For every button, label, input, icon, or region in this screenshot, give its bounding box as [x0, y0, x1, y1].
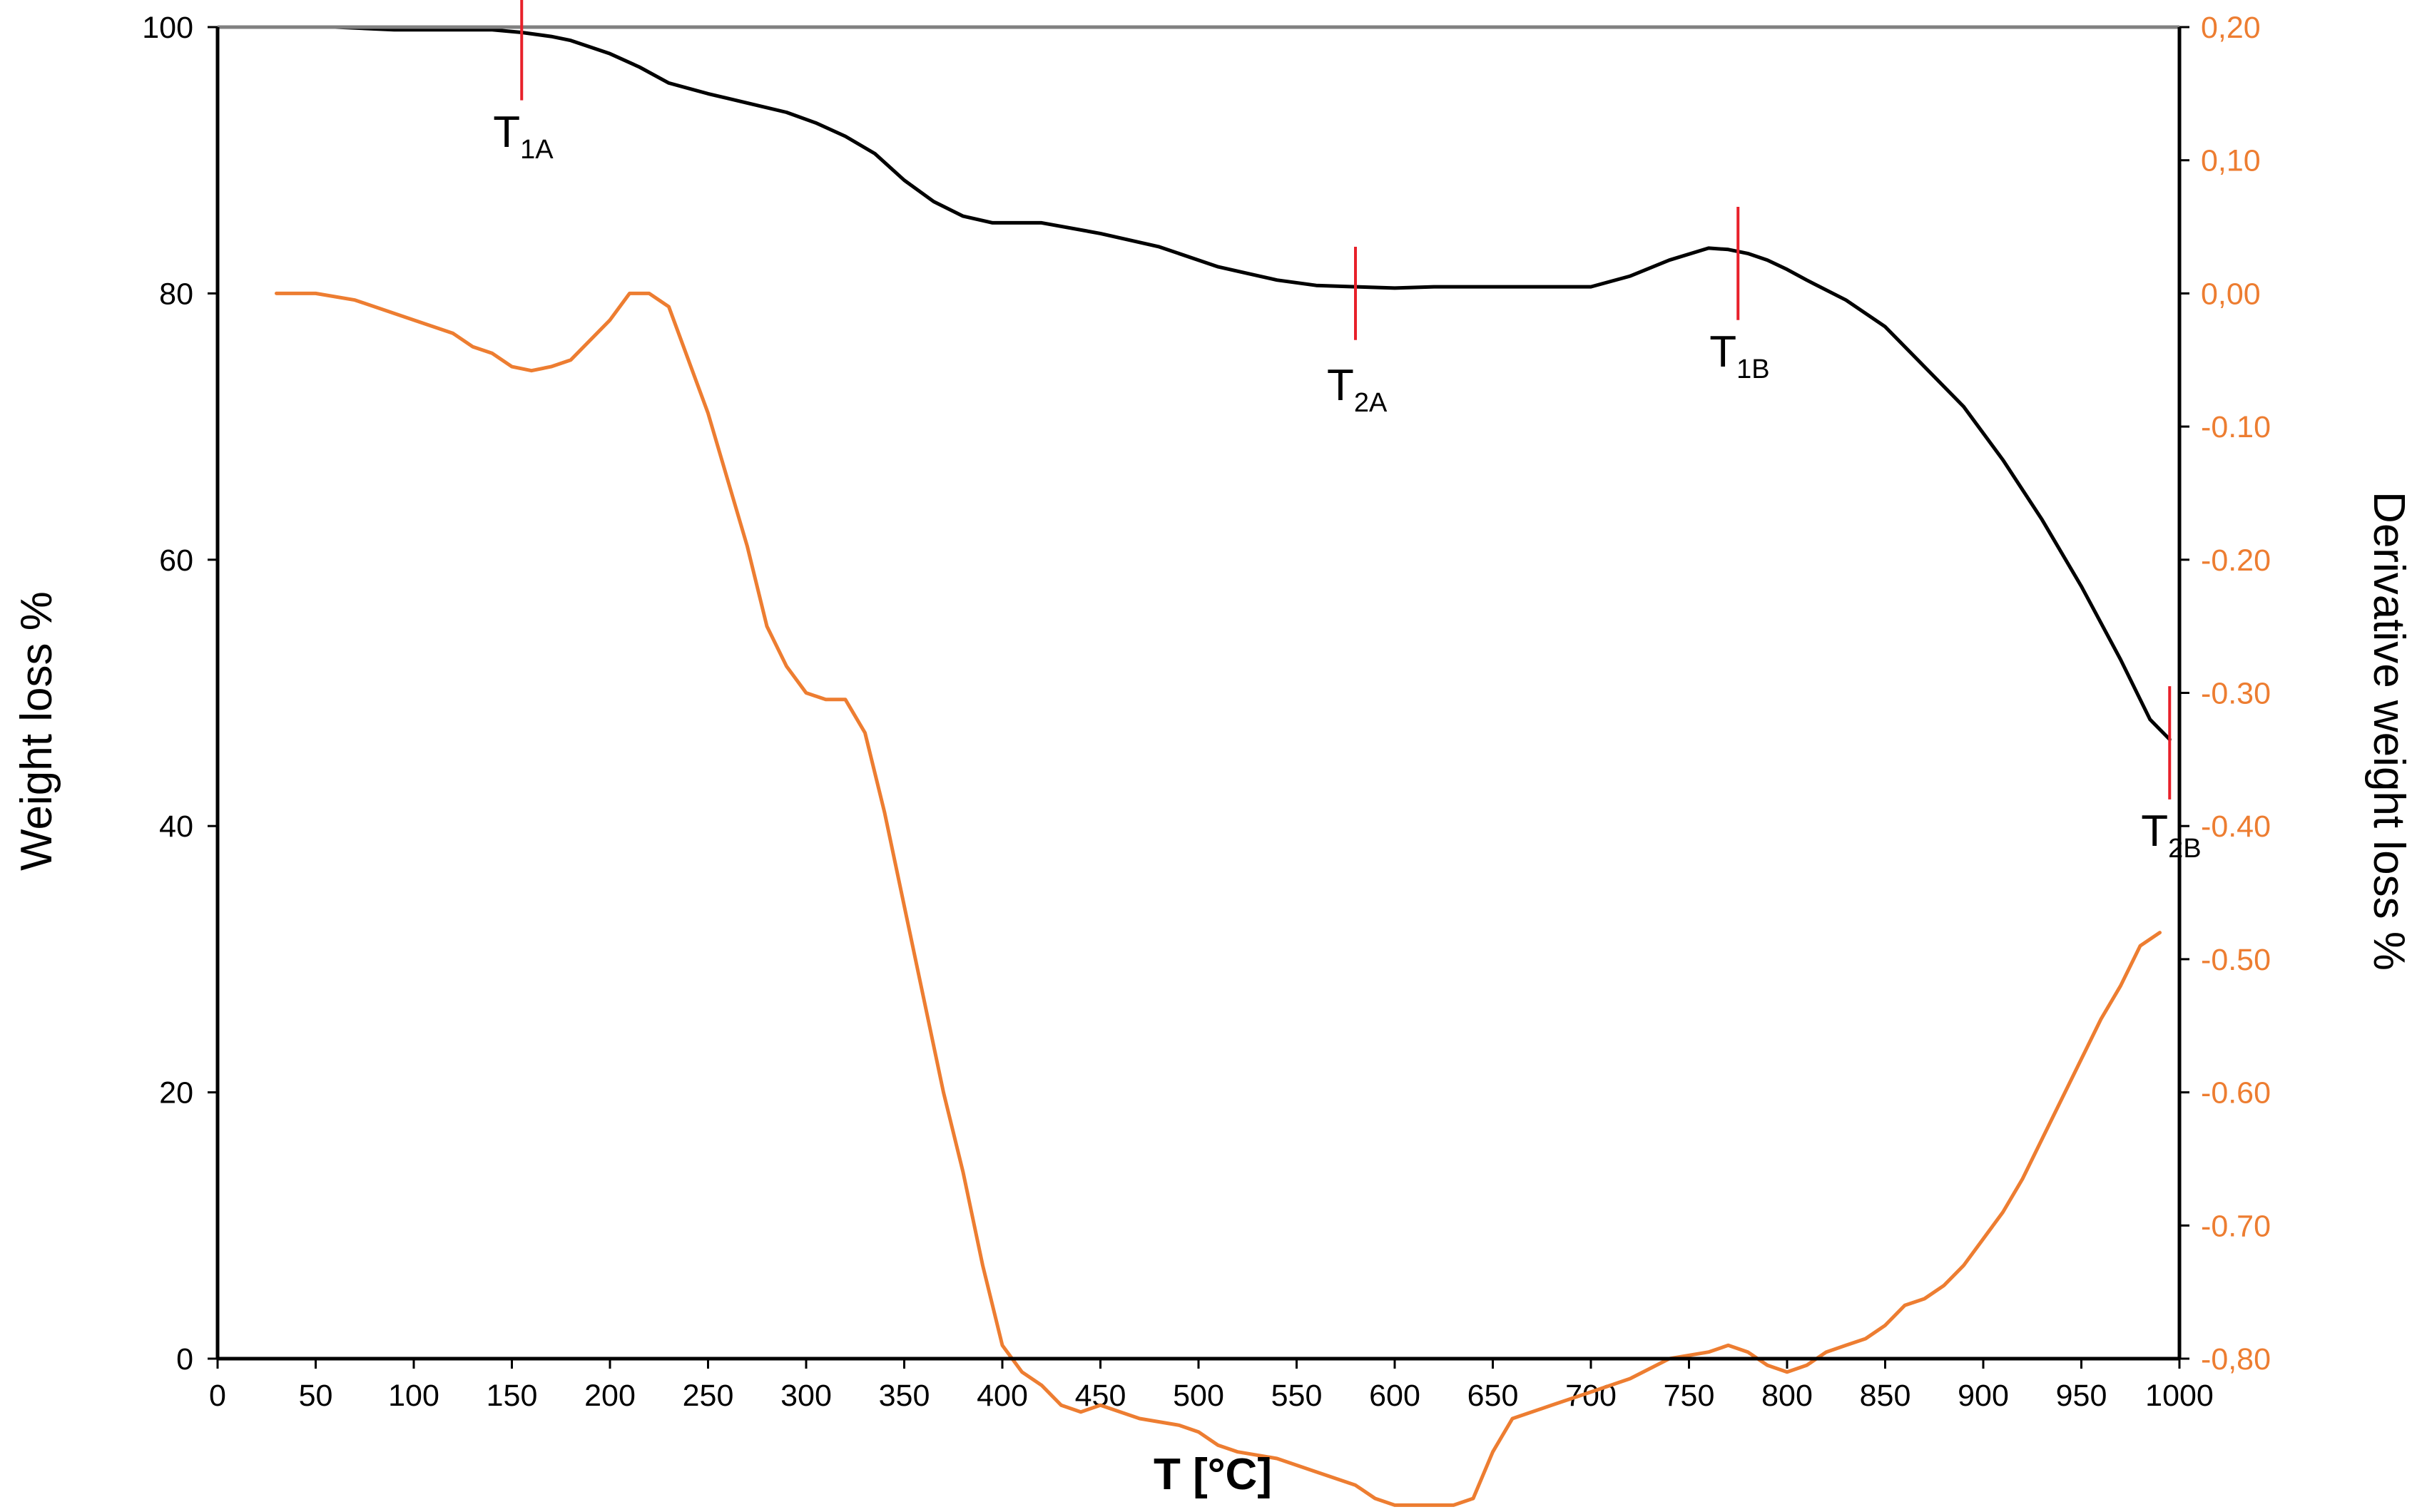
- x-tick-label: 750: [1664, 1379, 1715, 1413]
- marker-label-subscript: 2A: [1354, 388, 1388, 418]
- x-tick-label: 650: [1467, 1379, 1519, 1413]
- x-tick-label: 150: [487, 1379, 538, 1413]
- temperature-marker-label: T2A: [1327, 361, 1388, 418]
- y-left-tick-label: 0: [176, 1342, 193, 1376]
- series-layer: [275, 25, 2172, 1507]
- marker-label-main: T: [493, 108, 520, 157]
- x-tick-label: 800: [1761, 1379, 1813, 1413]
- weight-loss-line: [275, 25, 2172, 742]
- y-left-tick-label: 20: [159, 1076, 193, 1110]
- x-tick-label: 250: [683, 1379, 734, 1413]
- y-right-tick-label: 0,10: [2201, 144, 2261, 178]
- x-tick-label: 700: [1565, 1379, 1617, 1413]
- x-tick-label: 350: [879, 1379, 930, 1413]
- y-left-axis-title: Weight loss %: [12, 591, 61, 871]
- y-right-tick-label: -0.10: [2201, 410, 2271, 444]
- marker-label-subscript: 1B: [1736, 354, 1769, 384]
- plot-frame: [215, 25, 2182, 1361]
- x-tick-label: 600: [1369, 1379, 1420, 1413]
- y-right-tick-label: -0,80: [2201, 1342, 2271, 1376]
- temperature-marker-label: T1B: [1709, 327, 1769, 384]
- marker-label-main: T: [1709, 327, 1736, 377]
- tick-layer: 0 50 100 150 200 250 300 350 400 450 500 550 600 650 7…: [142, 11, 2271, 1413]
- x-tick-label: 300: [780, 1379, 832, 1413]
- temperature-marker-label: T2B: [2141, 807, 2201, 864]
- x-tick-label: 850: [1860, 1379, 1911, 1413]
- derivative-weight-loss-line: [275, 291, 2162, 1507]
- x-tick-label: 400: [977, 1379, 1028, 1413]
- x-axis-title: T [°C]: [1154, 1450, 1272, 1499]
- marker-label-subscript: 1A: [520, 135, 554, 165]
- x-tick-label: 100: [388, 1379, 439, 1413]
- x-tick-label: 0: [209, 1379, 226, 1413]
- y-right-tick-label: -0.40: [2201, 809, 2271, 844]
- x-tick-label: 1000: [2145, 1379, 2214, 1413]
- marker-label-subscript: 2B: [2168, 834, 2201, 864]
- y-right-tick-label: -0.50: [2201, 943, 2271, 977]
- y-right-tick-label: 0,00: [2201, 277, 2261, 311]
- x-tick-label: 550: [1271, 1379, 1323, 1413]
- x-tick-label: 500: [1173, 1379, 1224, 1413]
- y-left-tick-label: 80: [159, 277, 193, 311]
- temperature-marker-label: T1A: [493, 108, 554, 165]
- marker-label-main: T: [2141, 807, 2168, 856]
- y-right-axis-title: Derivative weight loss %: [2364, 491, 2413, 971]
- x-tick-label: 50: [299, 1379, 333, 1413]
- y-left-tick-label: 100: [142, 11, 193, 45]
- marker-label-main: T: [1327, 361, 1354, 410]
- x-tick-label: 950: [2056, 1379, 2107, 1413]
- y-right-tick-label: -0.60: [2201, 1076, 2271, 1110]
- y-left-tick-label: 40: [159, 809, 193, 844]
- y-right-tick-label: 0,20: [2201, 11, 2261, 45]
- y-right-tick-label: -0.30: [2201, 677, 2271, 711]
- y-right-tick-label: -0.70: [2201, 1209, 2271, 1243]
- y-right-tick-label: -0.20: [2201, 543, 2271, 578]
- x-tick-label: 900: [1958, 1379, 2009, 1413]
- x-tick-label: 450: [1075, 1379, 1126, 1413]
- x-tick-label: 200: [584, 1379, 636, 1413]
- y-left-tick-label: 60: [159, 543, 193, 578]
